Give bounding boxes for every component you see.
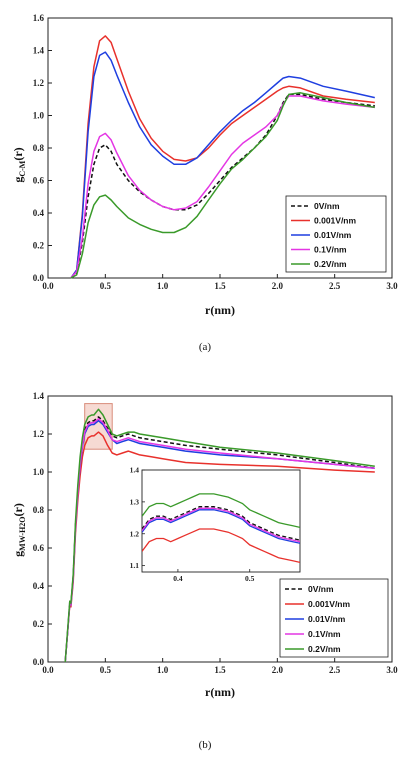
y-tick-label: 0.6	[33, 176, 45, 186]
y-tick-label: 0.2	[33, 619, 45, 629]
panel-a-chart: 0.0 0.5 1.0 1.5 2.0 2.5 3.0 0.0 0.2 0.4 0.6 0.8 1.0 1…	[11, 13, 398, 353]
inset-y-tick-label: 1.3	[130, 497, 140, 506]
inset-y-tick-label: 1.1	[130, 561, 140, 570]
panel-a-x-axis-label: r(nm)	[205, 303, 235, 317]
legend-label: 0.001V/nm	[308, 599, 350, 609]
y-tick-label: 0.2	[33, 241, 45, 251]
panel-b-caption: (b)	[199, 739, 212, 751]
legend-label: 0V/nm	[314, 201, 340, 211]
panel-b-series	[64, 408, 375, 663]
x-tick-label: 1.0	[157, 281, 169, 291]
x-tick-label: 1.0	[157, 665, 169, 675]
x-tick-label: 2.5	[329, 665, 341, 675]
panel-a-legend: 0V/nm 0.001V/nm 0.01V/nm 0.1V/nm 0.2V/nm	[285, 195, 387, 273]
panel-b-legend: 0V/nm 0.001V/nm 0.01V/nm 0.1V/nm 0.2V/nm	[279, 578, 389, 658]
x-tick-label: 0.0	[42, 665, 54, 675]
panel-a-caption: (a)	[199, 341, 212, 353]
legend-frame	[279, 578, 389, 658]
legend-label: 0.001V/nm	[314, 216, 356, 226]
legend-label: 0.1V/nm	[308, 629, 341, 639]
series-line-02vnm	[70, 92, 375, 279]
inset-series-line	[142, 528, 300, 564]
x-tick-label: 1.5	[214, 281, 226, 291]
legend-label: 0.1V/nm	[314, 245, 347, 255]
legend-label: 0.01V/nm	[314, 230, 352, 240]
legend-label: 0V/nm	[308, 584, 334, 594]
legend-frame	[285, 195, 387, 273]
series-line-02vnm	[64, 408, 375, 663]
y-tick-label: 1.2	[33, 429, 45, 439]
x-tick-label: 1.5	[214, 665, 226, 675]
inset-x-tick-label: 0.4	[173, 574, 183, 583]
legend-label: 0.2V/nm	[308, 644, 341, 654]
y-tick-label: 0.8	[33, 143, 45, 153]
y-tick-label: 0.6	[33, 543, 45, 553]
y-tick-label: 1.4	[33, 46, 45, 56]
panel-b-y-axis-label: gMW-H2O(r)	[11, 503, 27, 557]
legend-label: 0.2V/nm	[314, 259, 347, 269]
y-tick-label: 1.4	[33, 391, 45, 401]
series-line-0vnm	[64, 416, 375, 663]
series-line-0001vnm	[70, 35, 375, 279]
y-tick-label: 0.8	[33, 505, 45, 515]
x-tick-label: 0.5	[100, 281, 112, 291]
y-tick-label: 0.4	[33, 581, 45, 591]
x-tick-label: 3.0	[386, 665, 398, 675]
inset-x-tick-label: 0.5	[245, 574, 255, 583]
x-tick-label: 2.5	[329, 281, 341, 291]
y-tick-label: 0.4	[33, 208, 45, 218]
panel-b-chart: 0.0 0.5 1.0 1.5 2.0 2.5 3.0 0.0 0.2 0.4 0.6 0.8 1.0 1…	[11, 391, 398, 751]
inset-series-line	[142, 493, 300, 529]
panel-a-series	[70, 35, 375, 279]
inset-series-line	[142, 506, 300, 541]
panel-a-y-axis-label: gC-M(r)	[11, 147, 27, 182]
x-tick-label: 0.5	[100, 665, 112, 675]
inset-y-tick-label: 1.2	[130, 529, 140, 538]
x-tick-label: 3.0	[386, 281, 398, 291]
panel-b-inset: 0.4 0.5 1.1 1.2 1.3 1.4	[130, 466, 301, 583]
series-line-001vnm	[70, 51, 375, 279]
y-tick-label: 1.0	[33, 467, 45, 477]
panel-a-axes: 0.0 0.5 1.0 1.5 2.0 2.5 3.0 0.0 0.2 0.4 0.6 0.8 1.0 1…	[33, 13, 398, 291]
inset-series-line	[142, 509, 300, 544]
inset-series-line	[142, 507, 300, 543]
inset-y-tick-label: 1.4	[130, 466, 140, 475]
x-tick-label: 2.0	[272, 665, 284, 675]
x-tick-label: 0.0	[42, 281, 54, 291]
x-tick-label: 2.0	[272, 281, 284, 291]
y-tick-label: 1.2	[33, 78, 45, 88]
y-tick-label: 0.0	[33, 657, 45, 667]
panel-b-x-axis-label: r(nm)	[205, 685, 235, 699]
y-tick-label: 1.0	[33, 111, 45, 121]
y-tick-label: 1.6	[33, 13, 45, 23]
legend-label: 0.01V/nm	[308, 614, 346, 624]
y-tick-label: 0.0	[33, 273, 45, 283]
